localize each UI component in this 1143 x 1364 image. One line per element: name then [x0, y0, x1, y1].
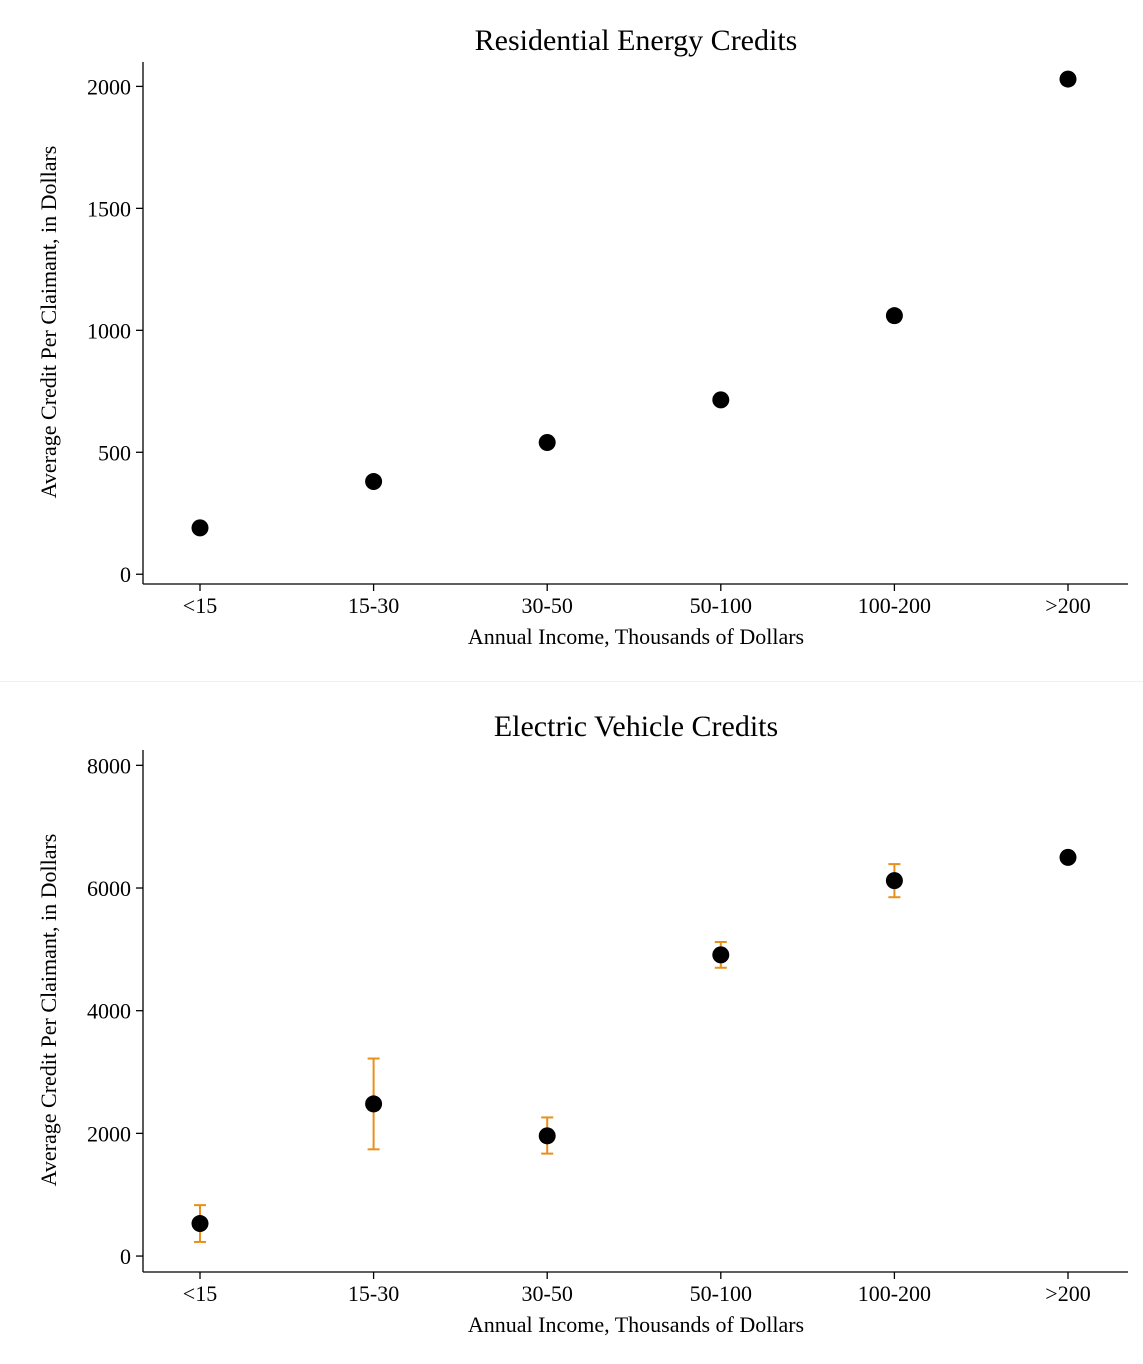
- electric-vehicle-chart: Electric Vehicle Credits Average Credit …: [0, 682, 1143, 1364]
- x-tick-label: 50-100: [690, 593, 752, 618]
- data-points: [191, 70, 1077, 537]
- electric-vehicle-plot: Electric Vehicle Credits Average Credit …: [36, 710, 1128, 1337]
- data-point: [538, 1127, 556, 1145]
- x-tick-label: 30-50: [522, 593, 573, 618]
- y-axis-label: Average Credit Per Claimant, in Dollars: [36, 146, 61, 499]
- data-points: [191, 848, 1077, 1243]
- axes: 0 500 1000 1500 2000 <15 15-30 30-50 50-100 100-2…: [87, 62, 1128, 618]
- x-tick-label: <15: [183, 593, 217, 618]
- data-point: [712, 391, 730, 409]
- chart-title: Residential Energy Credits: [475, 24, 798, 57]
- x-axis-label: Annual Income, Thousands of Dollars: [468, 624, 804, 649]
- y-tick-label: 1000: [87, 318, 131, 343]
- y-tick-label: 4000: [87, 999, 131, 1024]
- x-tick-label: <15: [183, 1281, 217, 1306]
- x-tick-label: 15-30: [348, 593, 399, 618]
- x-tick-label: 100-200: [858, 1281, 931, 1306]
- data-point: [885, 307, 903, 325]
- y-tick-label: 2000: [87, 74, 131, 99]
- x-tick-label: 50-100: [690, 1281, 752, 1306]
- y-tick-label: 0: [120, 1244, 131, 1269]
- data-point: [365, 473, 383, 491]
- y-tick-label: 6000: [87, 876, 131, 901]
- data-point: [191, 1215, 209, 1233]
- chart-title: Electric Vehicle Credits: [494, 710, 778, 743]
- data-point: [191, 519, 209, 537]
- y-axis-label: Average Credit Per Claimant, in Dollars: [36, 834, 61, 1187]
- panel-divider: [0, 681, 1143, 682]
- residential-energy-chart: Residential Energy Credits Average Credi…: [36, 24, 1128, 649]
- data-point: [365, 1095, 383, 1113]
- x-tick-label: >200: [1045, 593, 1090, 618]
- y-tick-label: 1500: [87, 196, 131, 221]
- x-tick-label: 30-50: [522, 1281, 573, 1306]
- data-point: [1059, 848, 1077, 866]
- y-tick-label: 0: [120, 562, 131, 587]
- axes: 0 2000 4000 6000 8000 <15 15-30 30-50 50-100 100-…: [87, 750, 1128, 1306]
- x-axis-label: Annual Income, Thousands of Dollars: [468, 1312, 804, 1337]
- data-point: [712, 946, 730, 964]
- data-point: [1059, 70, 1077, 88]
- data-point: [538, 434, 556, 452]
- y-tick-label: 8000: [87, 753, 131, 778]
- data-point: [885, 872, 903, 890]
- x-tick-label: >200: [1045, 1281, 1090, 1306]
- y-tick-label: 500: [98, 440, 131, 465]
- residential-energy-plot: Residential Energy Credits Average Credi…: [36, 24, 1128, 649]
- y-tick-label: 2000: [87, 1121, 131, 1146]
- x-tick-label: 100-200: [858, 593, 931, 618]
- x-tick-label: 15-30: [348, 1281, 399, 1306]
